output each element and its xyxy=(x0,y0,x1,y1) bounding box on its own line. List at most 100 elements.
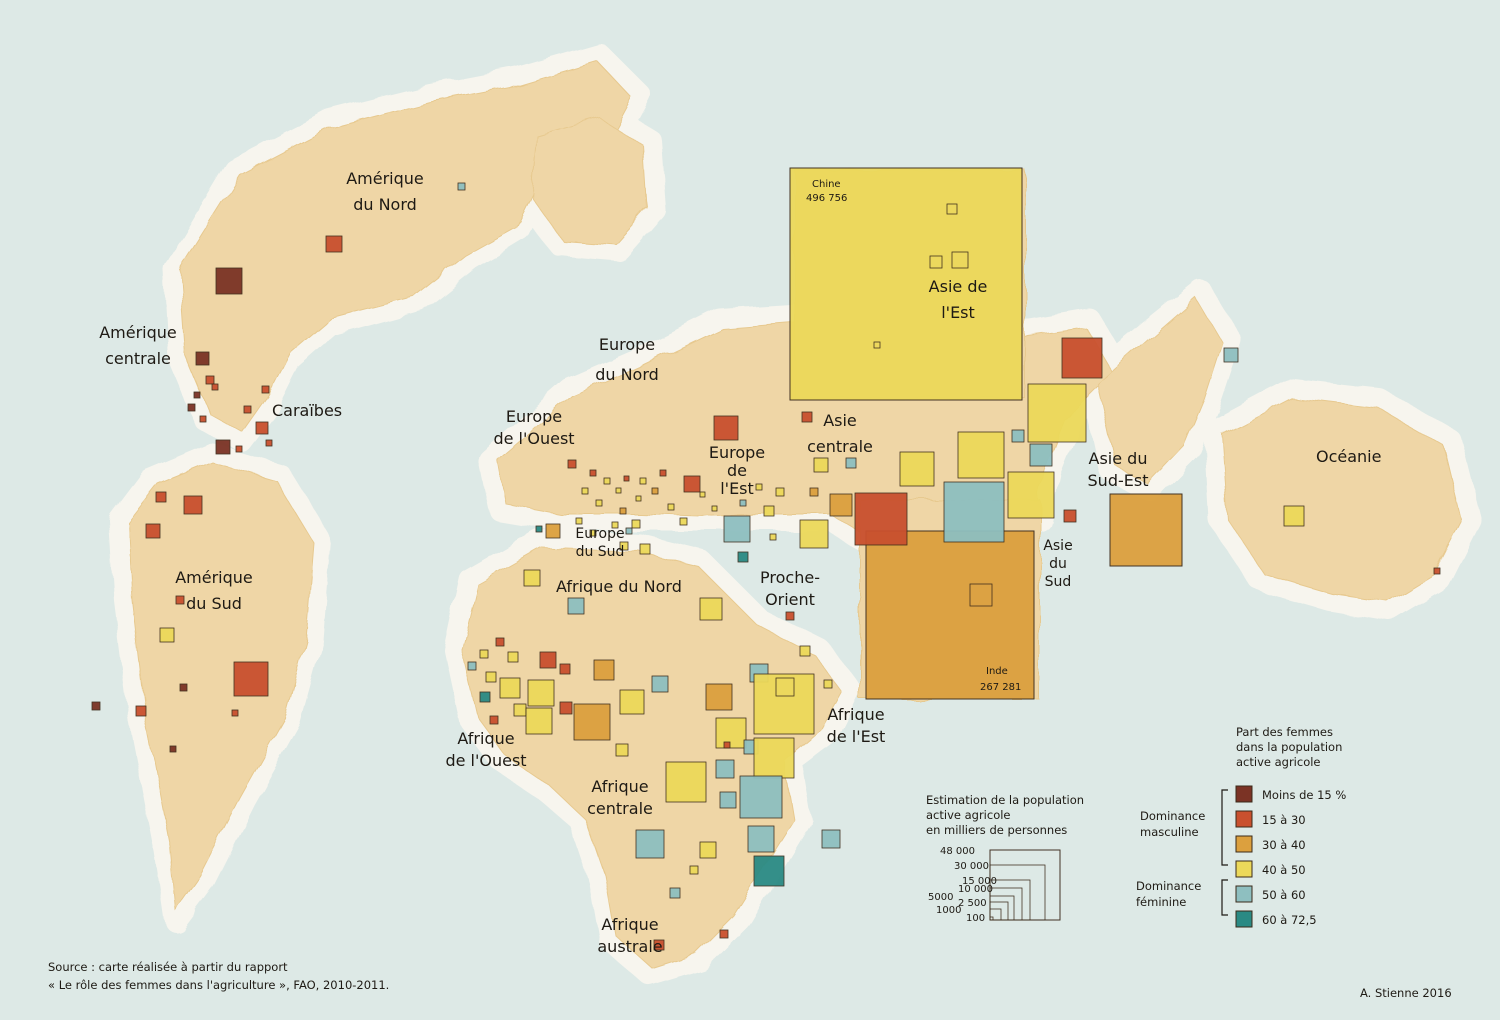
workforce-square xyxy=(723,515,751,543)
callout-chine-name: Chine xyxy=(812,179,841,190)
workforce-square xyxy=(1223,347,1239,363)
group-label-masculine: Dominance masculine xyxy=(1140,809,1205,839)
color-legend-label: 50 à 60 xyxy=(1262,888,1306,902)
workforce-square xyxy=(567,459,577,469)
workforce-square xyxy=(523,569,541,587)
label-europe-de-l-est: Europe de l'Est xyxy=(709,443,765,498)
signature: A. Stienne 2016 xyxy=(1360,986,1452,1000)
land-greenland xyxy=(531,117,649,245)
workforce-square xyxy=(235,445,243,453)
land-southeast-islands xyxy=(1097,297,1223,485)
workforce-square xyxy=(801,411,813,423)
color-legend-swatch xyxy=(1235,785,1253,803)
workforce-square xyxy=(457,182,466,191)
group-label-feminine: Dominance féminine xyxy=(1136,879,1201,909)
size-legend-value: 30 000 xyxy=(954,861,989,872)
workforce-square xyxy=(631,519,641,529)
workforce-square xyxy=(823,679,833,689)
workforce-square xyxy=(467,661,477,671)
workforce-square xyxy=(665,761,707,803)
workforce-square xyxy=(211,383,219,391)
workforce-square xyxy=(559,701,573,715)
color-legend-label: 60 à 72,5 xyxy=(1262,913,1317,927)
workforce-square xyxy=(205,375,215,385)
workforce-square xyxy=(711,505,718,512)
label-amerique-du-sud: Amérique du Sud xyxy=(175,568,253,613)
workforce-square xyxy=(243,405,252,414)
color-legend-label: 40 à 50 xyxy=(1262,863,1306,877)
workforce-square xyxy=(611,521,619,529)
label-afrique-du-nord: Afrique du Nord xyxy=(556,577,682,596)
workforce-square xyxy=(1027,383,1087,443)
workforce-square xyxy=(261,385,270,394)
workforce-square xyxy=(799,519,829,549)
workforce-square xyxy=(603,477,611,485)
workforce-square xyxy=(231,709,239,717)
workforce-square xyxy=(957,431,1005,479)
size-legend: Estimation de la population active agrico… xyxy=(926,793,1084,924)
workforce-square xyxy=(135,705,147,717)
label-asie-centrale: Asie centrale xyxy=(807,411,873,456)
workforce-square xyxy=(169,745,177,753)
workforce-square xyxy=(265,439,273,447)
workforce-square xyxy=(635,495,642,502)
label-europe-du-sud: Europe du Sud xyxy=(575,526,624,560)
color-legend-swatch xyxy=(1235,860,1253,878)
workforce-square xyxy=(809,487,819,497)
source-line-2: « Le rôle des femmes dans l'agriculture … xyxy=(48,978,390,992)
workforce-square xyxy=(615,743,629,757)
workforce-square xyxy=(699,841,717,859)
workforce-square xyxy=(573,703,611,741)
size-legend-value: 10 000 xyxy=(958,884,993,895)
workforce-square xyxy=(639,477,647,485)
size-legend-value: 5000 xyxy=(928,892,953,903)
workforce-square xyxy=(545,523,561,539)
workforce-square xyxy=(1011,429,1025,443)
color-legend-label: Moins de 15 % xyxy=(1262,788,1346,802)
workforce-squares xyxy=(91,167,1441,951)
workforce-square xyxy=(539,651,557,669)
size-legend-square xyxy=(989,916,994,921)
label-oceanie: Océanie xyxy=(1316,447,1381,466)
label-asie-du-sud: Asie du Sud xyxy=(1043,538,1072,590)
workforce-square xyxy=(1433,567,1441,575)
workforce-square xyxy=(489,715,499,725)
workforce-square xyxy=(593,659,615,681)
size-legend-square xyxy=(989,908,1002,921)
workforce-square xyxy=(635,829,665,859)
workforce-square xyxy=(479,691,491,703)
color-legend: Part des femmes dans la population active … xyxy=(1136,725,1346,928)
workforce-square xyxy=(215,439,231,455)
workforce-square xyxy=(755,483,763,491)
workforce-square xyxy=(187,403,196,412)
workforce-square xyxy=(507,651,519,663)
workforce-square xyxy=(575,517,583,525)
workforce-square xyxy=(799,645,811,657)
workforce-square xyxy=(155,491,167,503)
workforce-square xyxy=(159,627,175,643)
workforce-square xyxy=(747,825,775,853)
label-asie-du-sud-est: Asie du Sud-Est xyxy=(1088,449,1149,490)
workforce-square xyxy=(659,469,667,477)
workforce-square xyxy=(479,649,489,659)
workforce-square xyxy=(829,493,853,517)
color-legend-swatch xyxy=(1235,885,1253,903)
source-line-1: Source : carte réalisée à partir du rapp… xyxy=(48,960,288,974)
workforce-square xyxy=(753,855,785,887)
workforce-square xyxy=(899,451,935,487)
square-inde xyxy=(865,530,1035,700)
callout-chine-value: 496 756 xyxy=(806,193,847,204)
workforce-square xyxy=(567,597,585,615)
workforce-square xyxy=(589,469,597,477)
workforce-square xyxy=(1029,443,1053,467)
workforce-square xyxy=(854,492,908,546)
size-legend-title: Estimation de la population active agrico… xyxy=(926,793,1084,837)
country-callouts: Chine 496 756 Inde 267 281 xyxy=(806,179,1021,693)
label-amerique-centrale: Amérique centrale xyxy=(99,323,177,368)
label-asie-de-l-est: Asie de l'Est xyxy=(929,277,988,322)
label-europe-du-nord: Europe du Nord xyxy=(595,335,659,384)
workforce-square xyxy=(653,939,665,951)
